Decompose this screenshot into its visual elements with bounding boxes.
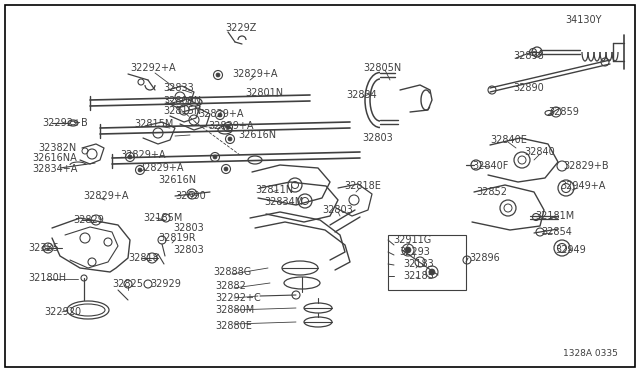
- Text: 32185M: 32185M: [143, 213, 182, 223]
- Text: 32929: 32929: [150, 279, 181, 289]
- Text: 32293: 32293: [399, 247, 430, 257]
- Circle shape: [405, 247, 411, 253]
- Text: 32829+A: 32829+A: [208, 121, 253, 131]
- Text: 32898: 32898: [513, 51, 544, 61]
- Circle shape: [429, 269, 435, 275]
- Text: 32852: 32852: [476, 187, 507, 197]
- Text: 32815M: 32815M: [134, 119, 173, 129]
- Text: 32829+A: 32829+A: [83, 191, 129, 201]
- Text: 32880E: 32880E: [215, 321, 252, 331]
- Text: 32292+C: 32292+C: [215, 293, 260, 303]
- Text: 32181M: 32181M: [535, 211, 574, 221]
- Circle shape: [228, 137, 232, 141]
- Text: 32818E: 32818E: [344, 181, 381, 191]
- Text: 32292+A: 32292+A: [130, 63, 175, 73]
- Circle shape: [226, 125, 230, 129]
- Circle shape: [224, 167, 228, 171]
- Text: 32949: 32949: [555, 245, 586, 255]
- Text: 32829+A: 32829+A: [120, 150, 166, 160]
- Text: 32911G: 32911G: [393, 235, 431, 245]
- Text: 32834+A: 32834+A: [32, 164, 77, 174]
- Text: 32382N: 32382N: [38, 143, 76, 153]
- Text: 32185: 32185: [403, 271, 434, 281]
- Text: 32882: 32882: [215, 281, 246, 291]
- Text: 32616N: 32616N: [158, 175, 196, 185]
- Text: 32833: 32833: [163, 83, 194, 93]
- Circle shape: [138, 168, 142, 172]
- Text: 32949+A: 32949+A: [560, 181, 605, 191]
- Text: 32829+A: 32829+A: [232, 69, 278, 79]
- Text: 32890: 32890: [513, 83, 544, 93]
- Text: 32829+B: 32829+B: [563, 161, 609, 171]
- Text: 32616NA: 32616NA: [32, 153, 77, 163]
- Circle shape: [213, 155, 217, 159]
- Text: 32292+B: 32292+B: [42, 118, 88, 128]
- Text: 32803: 32803: [322, 205, 353, 215]
- Text: 32854: 32854: [541, 227, 572, 237]
- Text: 32090: 32090: [175, 191, 205, 201]
- Bar: [388, 235, 466, 290]
- Text: 32859: 32859: [548, 107, 579, 117]
- Text: 32880M: 32880M: [215, 305, 254, 315]
- Text: 32803: 32803: [173, 245, 204, 255]
- Text: 3229Z: 3229Z: [225, 23, 257, 33]
- Circle shape: [216, 73, 220, 77]
- Text: 32818: 32818: [128, 253, 159, 263]
- Text: 32888G: 32888G: [213, 267, 252, 277]
- Text: 32805N: 32805N: [363, 63, 401, 73]
- Text: 32829+A: 32829+A: [138, 163, 184, 173]
- Text: 32829: 32829: [73, 215, 104, 225]
- Text: 32840F: 32840F: [472, 161, 508, 171]
- Text: 32801N: 32801N: [245, 88, 283, 98]
- Text: 32811N: 32811N: [255, 185, 293, 195]
- Text: 32809N: 32809N: [163, 96, 201, 106]
- Text: 32815N: 32815N: [163, 106, 201, 116]
- Circle shape: [218, 113, 222, 117]
- Text: 32825: 32825: [112, 279, 143, 289]
- Text: 32803: 32803: [362, 133, 393, 143]
- Text: 34130Y: 34130Y: [565, 15, 602, 25]
- Text: 32180H: 32180H: [28, 273, 66, 283]
- Text: 1328A 0335: 1328A 0335: [563, 350, 618, 359]
- Text: 32616N: 32616N: [238, 130, 276, 140]
- Text: 32840E: 32840E: [490, 135, 527, 145]
- Text: 32385: 32385: [28, 243, 59, 253]
- Text: 32183: 32183: [403, 259, 434, 269]
- Circle shape: [128, 155, 132, 159]
- Text: 32829+A: 32829+A: [198, 109, 243, 119]
- Text: 32896: 32896: [469, 253, 500, 263]
- Text: 32803: 32803: [173, 223, 204, 233]
- Text: 32834M: 32834M: [264, 197, 303, 207]
- Text: 32840: 32840: [524, 147, 555, 157]
- Text: 322920: 322920: [44, 307, 81, 317]
- Text: 32834: 32834: [346, 90, 377, 100]
- Text: 32819R: 32819R: [158, 233, 196, 243]
